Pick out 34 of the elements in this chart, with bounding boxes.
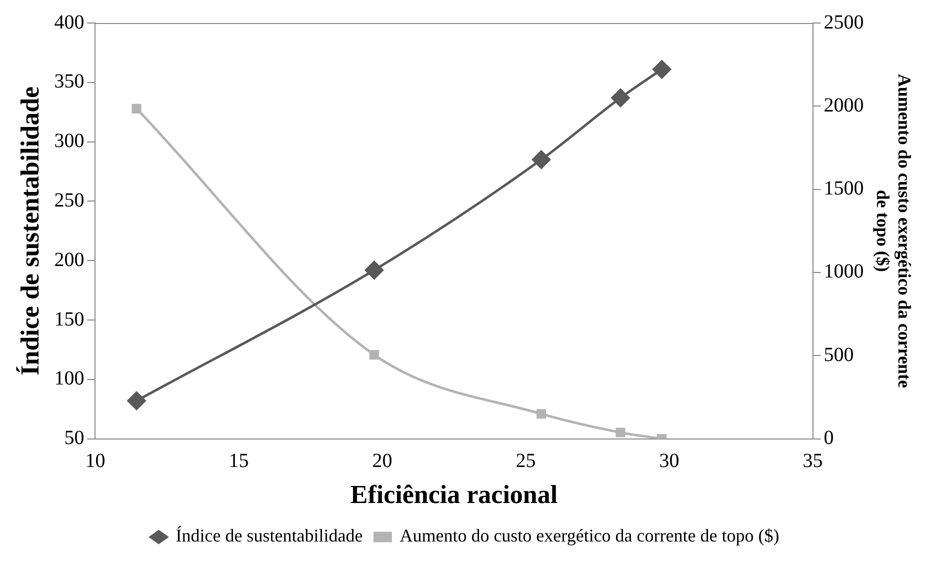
x-tick-label: 15 — [228, 450, 249, 472]
point — [611, 88, 630, 108]
point — [369, 350, 379, 360]
legend-label: Aumento do custo exergético da corrente de topo ($) — [400, 526, 780, 546]
y2-tick-label: 0 — [824, 427, 834, 450]
y2-axis-title: Aumento do custo exergético da corrente de topo ($) — [872, 74, 915, 388]
point — [652, 60, 672, 79]
point — [132, 104, 142, 114]
y-tick-label: 50 — [64, 427, 84, 450]
x-tick-label: 10 — [85, 450, 106, 472]
y-tick-label: 400 — [54, 11, 84, 34]
point — [532, 150, 551, 169]
x-tick-label: 30 — [659, 450, 680, 472]
y2-tick-label: 2500 — [824, 11, 864, 34]
y-tick-label: 300 — [54, 130, 84, 152]
x-tick-label: 25 — [516, 450, 536, 472]
y-tick-label: 150 — [54, 308, 84, 330]
y2-tick-label: 500 — [824, 344, 854, 366]
y-tick-label: 250 — [54, 189, 84, 212]
point — [616, 428, 626, 438]
x-axis-title: Eficiência racional — [350, 480, 558, 510]
legend-label: Índice de sustentabilidade — [176, 526, 363, 546]
point — [536, 409, 546, 419]
x-tick-label: 20 — [372, 450, 392, 472]
point — [364, 260, 384, 280]
y2-tick-label: 1000 — [824, 260, 864, 283]
y-tick-label: 350 — [54, 70, 84, 93]
y2-tick-label: 1500 — [824, 178, 864, 200]
y-tick-label: 200 — [54, 248, 84, 271]
y2-tick-label: 2000 — [824, 94, 864, 116]
y-axis-title: Índice de sustentabilidade — [15, 86, 44, 376]
point — [127, 392, 146, 410]
y-tick-label: 100 — [54, 368, 84, 390]
x-tick-label: 35 — [802, 450, 823, 472]
